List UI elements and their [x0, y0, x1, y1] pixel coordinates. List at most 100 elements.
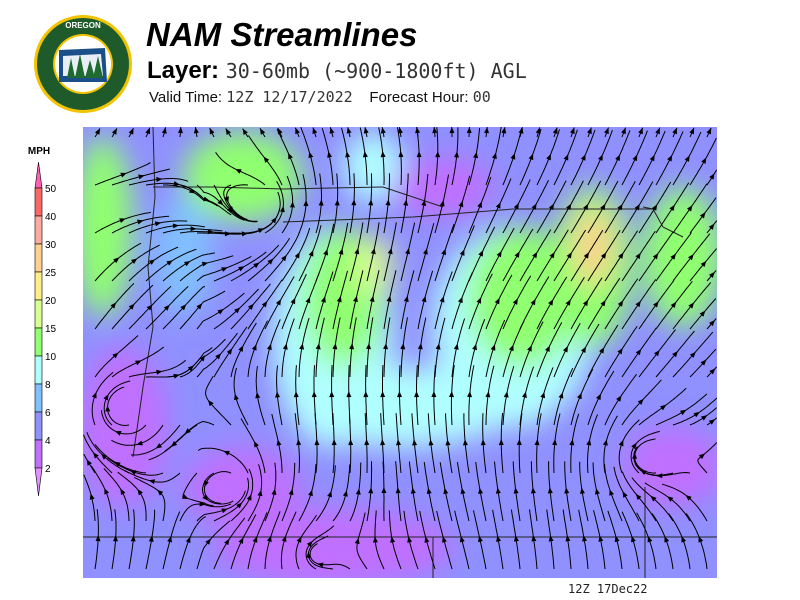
- streamline-arrow: [202, 494, 209, 501]
- streamline-arrow: [699, 310, 706, 317]
- streamline-arrow: [403, 199, 409, 206]
- streamline-arrow: [459, 249, 465, 256]
- streamline-arrow: [508, 344, 514, 352]
- streamline-arrow: [180, 304, 187, 311]
- streamline-arrow: [701, 415, 708, 421]
- streamline-arrow: [86, 459, 92, 466]
- streamline-arrow: [288, 488, 294, 496]
- streamline-arrow: [501, 127, 507, 134]
- streamline-arrow: [281, 535, 287, 543]
- streamline-arrow: [681, 536, 687, 543]
- streamline-arrow: [364, 439, 370, 446]
- streamline-arrow: [320, 296, 326, 303]
- streamline-arrow: [181, 494, 189, 499]
- streamline-arrow: [688, 302, 695, 309]
- streamline-arrow: [362, 151, 368, 158]
- streamline-arrow: [342, 490, 348, 497]
- streamline-arrow: [617, 300, 624, 307]
- streamline-arrow: [238, 537, 244, 544]
- streamline-arrow: [275, 299, 282, 306]
- streamline-arrow: [635, 300, 641, 308]
- streamline-arrow: [687, 205, 693, 212]
- streamline-arrow: [685, 494, 692, 501]
- streamlines: [83, 127, 717, 570]
- streamline-arrow: [400, 343, 406, 350]
- streamline-arrow: [238, 266, 245, 272]
- legend-tick-label: 8: [45, 380, 51, 391]
- streamline-arrow: [522, 391, 527, 398]
- streamline-arrow: [664, 536, 670, 543]
- streamline-arrow: [422, 248, 428, 255]
- streamline-arrow: [93, 452, 99, 459]
- streamline-arrow: [395, 439, 401, 446]
- streamline-arrow: [380, 439, 386, 446]
- legend-tick-label: 2: [45, 464, 51, 475]
- streamline-arrow: [518, 127, 524, 134]
- streamline-arrow: [101, 453, 108, 460]
- streamline-arrow: [156, 369, 163, 375]
- streamline-arrow: [105, 405, 111, 412]
- streamline-arrow: [346, 127, 352, 134]
- streamline-arrow: [234, 307, 241, 314]
- streamline-arrow: [383, 343, 389, 350]
- streamline-arrow: [667, 155, 673, 162]
- streamline-arrow: [111, 128, 117, 135]
- streamline-arrow: [478, 487, 484, 494]
- streamline-arrow: [615, 154, 620, 161]
- streamline-arrow: [271, 217, 277, 224]
- streamline-arrow: [289, 201, 295, 208]
- legend-swatch: [34, 439, 43, 469]
- streamline-arrow: [348, 439, 354, 446]
- streamline-arrow: [354, 537, 360, 545]
- streamline-arrow: [652, 253, 659, 260]
- streamline-arrow: [462, 439, 468, 446]
- streamline-arrow: [494, 297, 500, 305]
- streamline-arrow: [587, 127, 592, 135]
- streamline-arrow: [381, 487, 387, 494]
- streamline-arrow: [558, 392, 564, 399]
- streamline-arrow: [699, 212, 706, 219]
- streamline-arrow: [549, 251, 555, 259]
- streamline-arrow: [709, 319, 715, 327]
- legend-swatch: [34, 271, 43, 301]
- state-borders: [83, 127, 717, 578]
- legend-tick-label: 6: [45, 408, 51, 419]
- streamline-arrow: [414, 391, 420, 398]
- streamline-arrow: [279, 205, 285, 213]
- streamline-arrow: [224, 196, 229, 203]
- streamline-arrow: [600, 299, 606, 307]
- streamline-arrow: [294, 252, 300, 259]
- streamline-arrow: [672, 350, 678, 358]
- streamline-arrow: [276, 439, 282, 446]
- streamline-arrow: [634, 204, 640, 211]
- legend-swatch: [34, 215, 43, 245]
- streamline-arrow: [155, 443, 163, 449]
- streamline-arrow: [236, 502, 243, 509]
- streamline-arrow: [442, 536, 447, 543]
- streamline-arrow: [492, 152, 497, 159]
- streamline-arrow: [473, 151, 479, 159]
- streamline-arrow: [188, 188, 196, 194]
- streamline-arrow: [617, 203, 623, 211]
- legend-swatch: [34, 383, 43, 413]
- legend-tick-label: 30: [45, 240, 57, 251]
- streamline-arrow: [540, 391, 546, 399]
- streamline-arrow: [510, 153, 516, 160]
- streamline-arrow: [426, 487, 432, 495]
- streamline-arrow: [431, 391, 437, 398]
- streamline-arrow: [161, 127, 167, 134]
- streamline-arrow: [484, 127, 490, 134]
- streamline-arrow: [632, 452, 638, 459]
- streamline-arrow: [104, 488, 110, 495]
- streamline-arrow: [103, 394, 109, 401]
- streamline-arrow: [566, 252, 572, 259]
- streamline-arrow: [221, 267, 228, 272]
- streamline-arrow: [580, 154, 586, 161]
- streamline-arrow: [129, 470, 137, 475]
- streamline-arrow: [546, 153, 551, 161]
- streamline-arrow: [323, 248, 329, 256]
- streamline-arrow: [617, 347, 623, 355]
- streamline-arrow: [293, 391, 299, 398]
- streamline-arrow: [598, 535, 604, 542]
- legend-tick-label: 25: [45, 268, 57, 279]
